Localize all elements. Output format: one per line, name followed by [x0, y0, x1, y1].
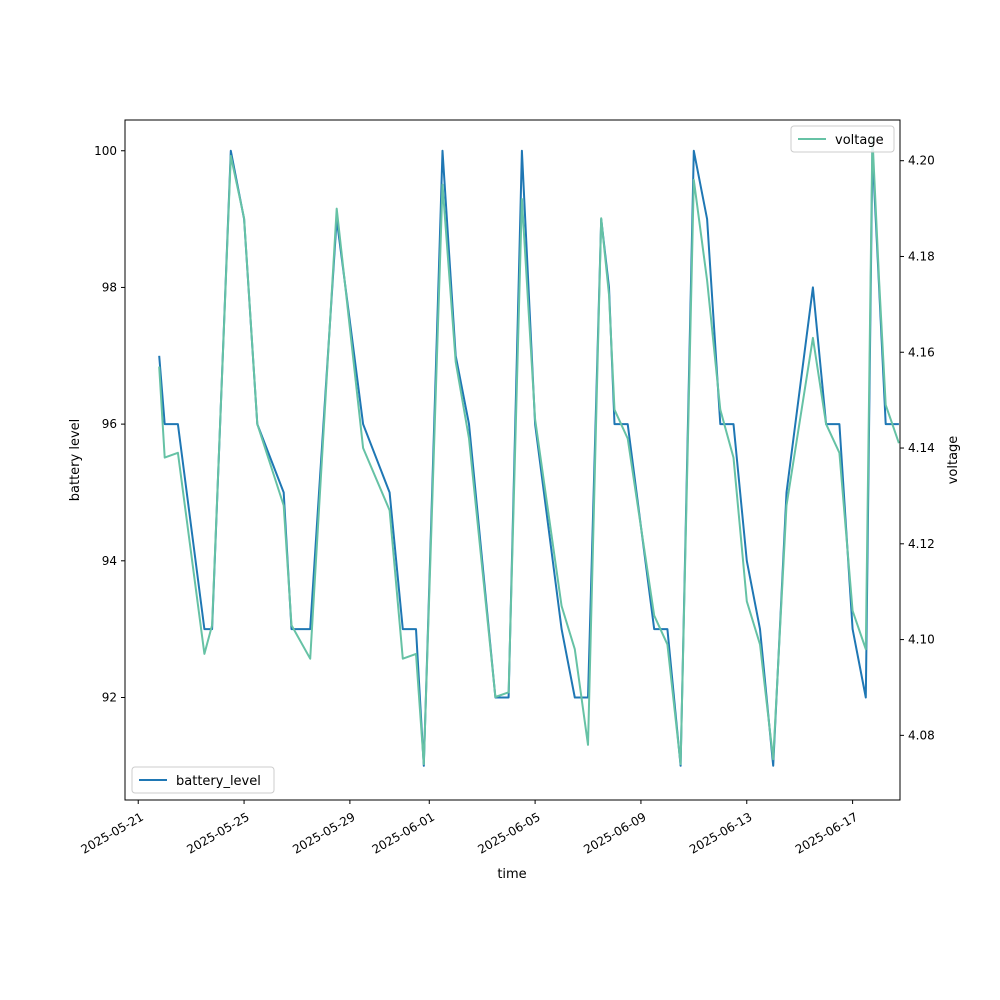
y-right-tick-label: 4.20	[908, 154, 935, 168]
y-right-tick-label: 4.08	[908, 728, 935, 742]
y-axis-left-title: battery level	[68, 419, 83, 502]
y-left-tick-label: 94	[102, 554, 117, 568]
legend-left-label: battery_level	[176, 774, 261, 789]
y-right-tick-label: 4.16	[908, 345, 935, 359]
y-left-tick-label: 92	[102, 690, 117, 704]
plot-area	[158, 135, 900, 767]
series-line-voltage	[158, 135, 900, 766]
legend-right: voltage	[790, 125, 895, 153]
y-left-tick-label: 100	[94, 144, 117, 158]
legends: battery_level voltage	[131, 125, 895, 794]
x-axis-title: time	[497, 867, 526, 882]
y-left-tick-label: 96	[102, 417, 117, 431]
y-right-tick-label: 4.14	[908, 441, 935, 455]
y-axis-right-title: voltage	[946, 436, 961, 485]
legend-right-box	[790, 125, 895, 153]
y-right-tick-label: 4.12	[908, 537, 935, 551]
y-left-tick-label: 98	[102, 280, 117, 294]
plot-frame	[124, 119, 901, 801]
legend-left-box	[131, 766, 275, 794]
y-right-tick-label: 4.10	[908, 633, 935, 647]
legend-left: battery_level	[131, 766, 275, 794]
legend-right-label: voltage	[835, 133, 884, 148]
y-right-tick-label: 4.18	[908, 249, 935, 263]
